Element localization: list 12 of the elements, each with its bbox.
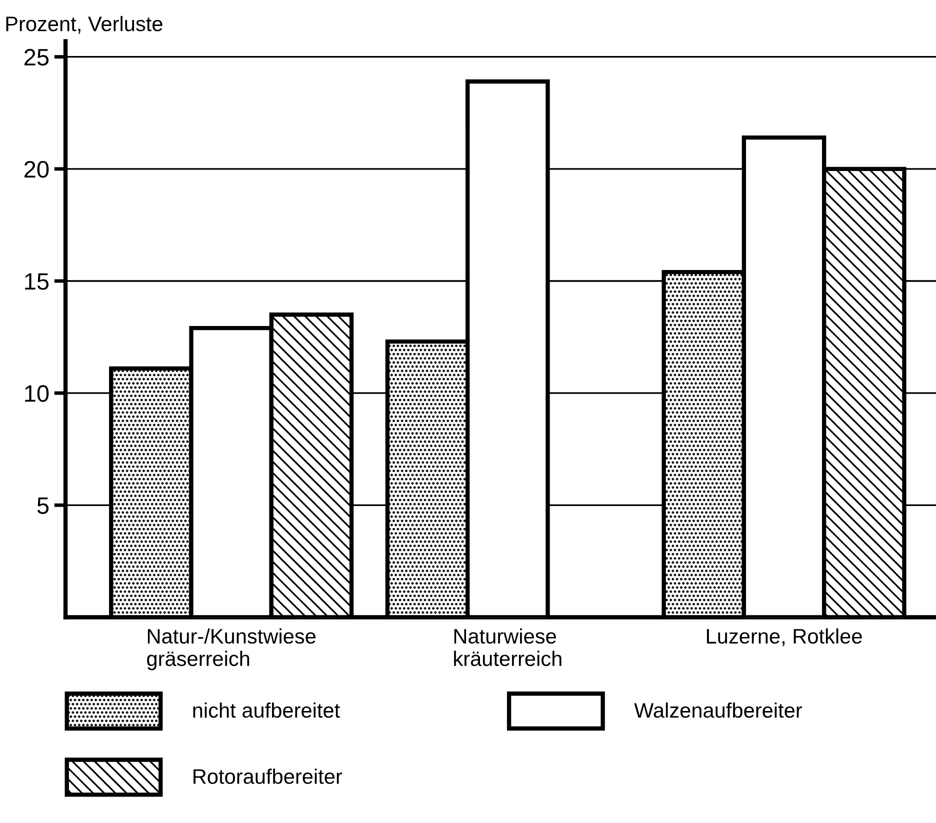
y-tick-label: 20 xyxy=(24,160,49,178)
y-tick-label: 5 xyxy=(37,497,49,514)
y-tick-label: 25 xyxy=(24,48,49,66)
y-tick-label: 15 xyxy=(25,273,49,290)
legend-label: Walzenaufbereiter xyxy=(634,702,802,718)
legend-label: Rotoraufbereiter xyxy=(194,768,342,784)
y-tick-label: 10 xyxy=(25,385,49,402)
x-tick-label: Luzerne, Rotklee xyxy=(706,628,862,646)
y-axis-title: Prozent, Verluste xyxy=(6,16,162,34)
x-tick-label: Natur-/Kunstwiese gräserreich xyxy=(147,628,316,670)
x-tick-label: Naturwiese kräuterreich xyxy=(454,628,562,666)
legend-label: nicht aufbereitet xyxy=(193,702,340,718)
